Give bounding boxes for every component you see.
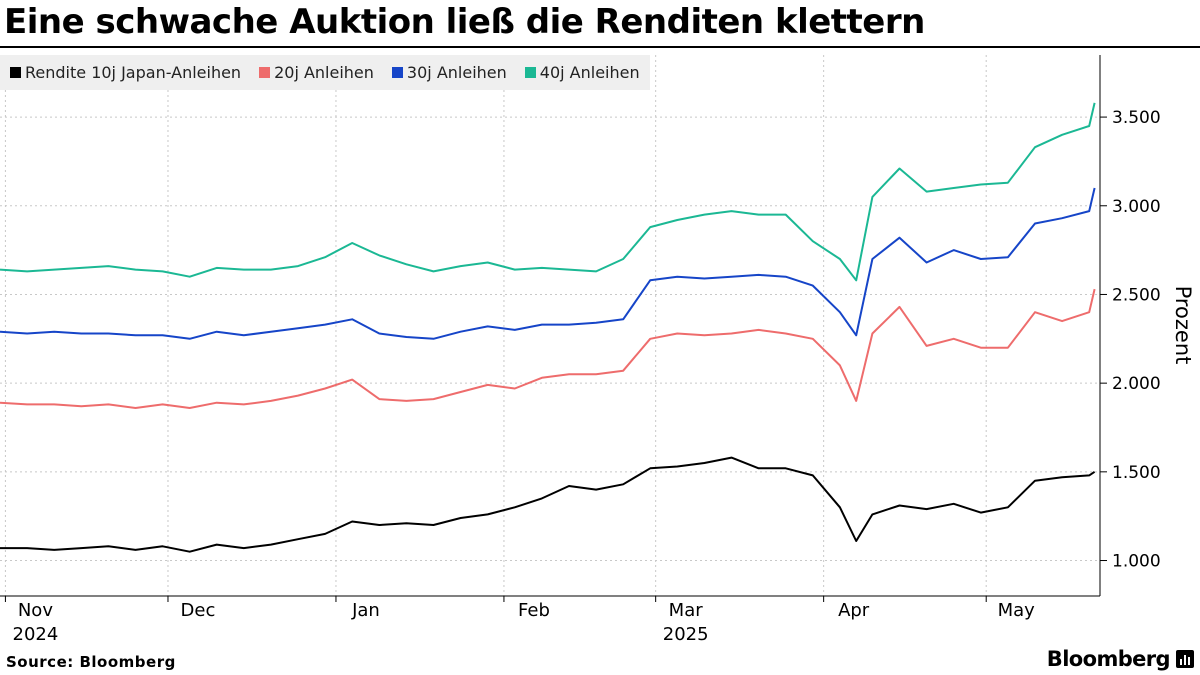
y-axis-title: Prozent <box>1171 286 1195 365</box>
bar-chart-icon <box>1176 650 1194 668</box>
x-tick-label: Dec <box>181 600 216 621</box>
x-tick-label: May <box>998 600 1036 621</box>
y-tick-label: 3.500 <box>1112 108 1161 128</box>
brand-logo: Bloomberg <box>1047 647 1194 671</box>
x-tick-label: Apr <box>838 600 870 621</box>
brand-name: Bloomberg <box>1046 647 1171 671</box>
legend-item: 20j Anleihen <box>259 63 374 82</box>
y-tick-label: 1.500 <box>1112 463 1161 483</box>
title-divider <box>0 46 1200 48</box>
legend-swatch <box>524 67 536 78</box>
legend-swatch <box>10 67 21 78</box>
legend-item: 40j Anleihen <box>524 63 640 82</box>
source-note: Source: Bloomberg <box>6 653 176 671</box>
series-line-20j-anleihen <box>0 288 1096 409</box>
chart-title: Eine schwache Auktion ließ die Renditen … <box>4 2 925 42</box>
x-tick-label: Nov <box>18 600 53 621</box>
x-year-label: 2024 <box>13 624 59 645</box>
legend-swatch <box>259 67 271 78</box>
legend-swatch <box>391 67 403 78</box>
x-tick-label: Jan <box>351 600 380 621</box>
legend-label: 20j Anleihen <box>274 63 374 82</box>
chart-legend: Rendite 10j Japan-Anleihen 20j Anleihen 30… <box>0 55 650 90</box>
y-tick-label: 2.500 <box>1112 285 1161 305</box>
legend-item: Rendite 10j Japan-Anleihen <box>10 63 241 82</box>
series-line-rendite-10j-japan-anleihen <box>0 456 1096 553</box>
x-tick-label: Mar <box>669 600 704 621</box>
x-tick-label: Feb <box>518 600 550 621</box>
y-tick-label: 1.000 <box>1112 552 1161 572</box>
x-year-label: 2025 <box>663 624 709 645</box>
y-tick-label: 3.000 <box>1112 197 1161 217</box>
y-tick-label: 2.000 <box>1112 374 1161 394</box>
legend-label: Rendite 10j Japan-Anleihen <box>25 63 242 82</box>
series-line-40j-anleihen <box>0 102 1096 282</box>
series-line-30j-anleihen <box>0 187 1096 340</box>
legend-label: 30j Anleihen <box>406 63 507 82</box>
legend-label: 40j Anleihen <box>539 63 640 82</box>
legend-item: 30j Anleihen <box>391 63 507 82</box>
